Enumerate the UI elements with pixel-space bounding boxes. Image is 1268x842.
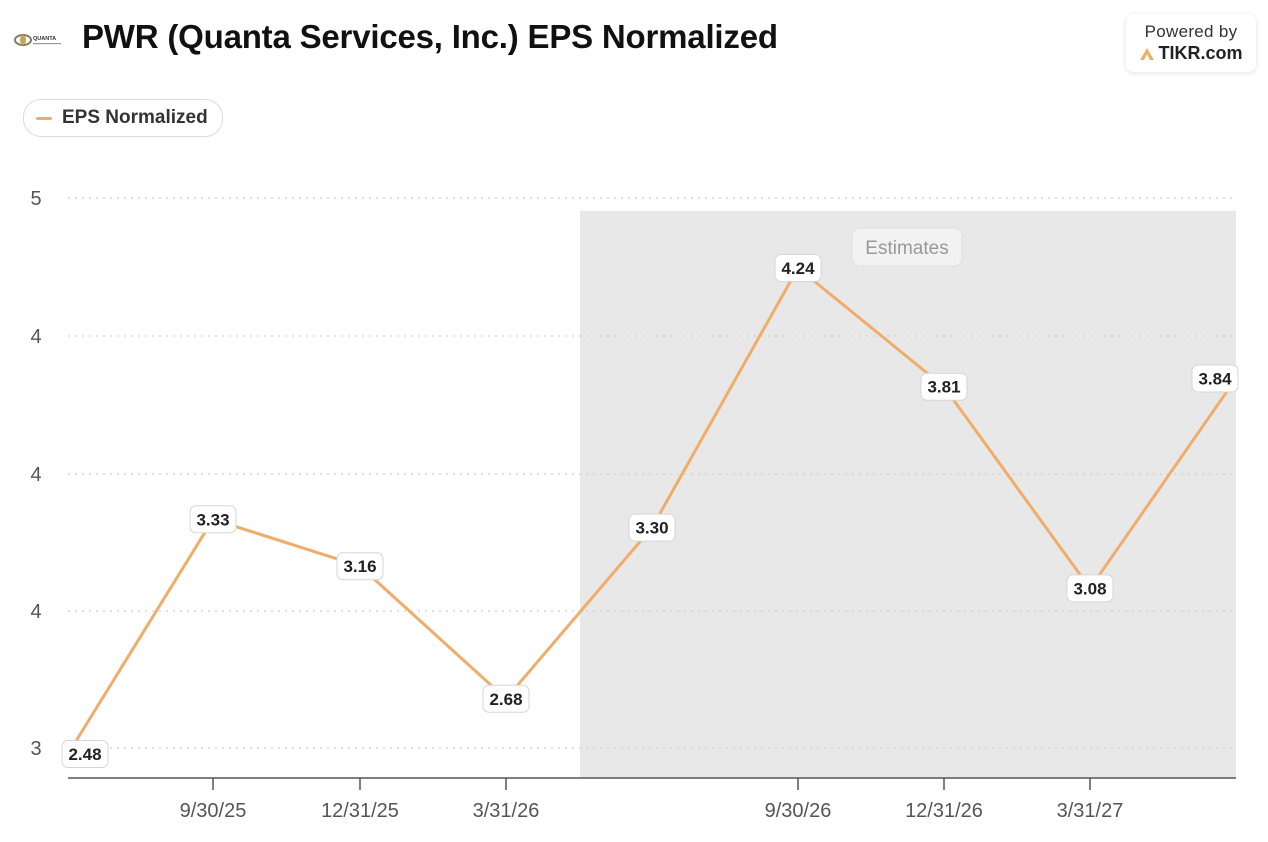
data-label-text: 3.81 bbox=[927, 378, 960, 397]
data-label-box bbox=[482, 684, 530, 713]
data-label-text: 3.30 bbox=[635, 519, 668, 538]
brand-text: TIKR.com bbox=[1158, 43, 1243, 63]
data-label: 2.48 bbox=[61, 740, 109, 768]
data-label: 3.33 bbox=[189, 505, 237, 534]
chart-title: PWR (Quanta Services, Inc.) EPS Normaliz… bbox=[82, 18, 778, 55]
data-label-box bbox=[774, 254, 822, 282]
data-label: 3.84 bbox=[1191, 364, 1239, 393]
data-label-text: 3.33 bbox=[196, 510, 229, 529]
x-tick-label: 3/31/26 bbox=[473, 800, 540, 822]
estimates-badge: Estimates bbox=[851, 227, 963, 267]
legend-swatch bbox=[36, 116, 52, 120]
x-tick-label: 9/30/25 bbox=[180, 800, 247, 822]
data-label: 3.08 bbox=[1066, 574, 1114, 603]
powered-by-badge[interactable]: Powered by TIKR.com bbox=[1126, 14, 1256, 72]
y-tick-label: 4 bbox=[30, 601, 41, 623]
powered-by-text: Powered by bbox=[1144, 22, 1238, 41]
company-logo: QUANTA bbox=[14, 34, 61, 46]
legend-label: EPS Normalized bbox=[62, 107, 208, 128]
data-label-box bbox=[1191, 364, 1239, 393]
estimates-label: Estimates bbox=[865, 238, 948, 259]
data-label: 3.30 bbox=[628, 513, 676, 542]
data-label-box bbox=[189, 505, 237, 534]
data-label: 3.16 bbox=[336, 552, 384, 581]
tikr-logo-icon bbox=[1140, 48, 1155, 60]
data-label: 3.81 bbox=[920, 372, 968, 401]
y-tick-label: 5 bbox=[30, 188, 41, 210]
data-label-text: 2.68 bbox=[489, 690, 522, 709]
x-tick-label: 3/31/27 bbox=[1057, 800, 1124, 822]
legend-item-eps-normalized[interactable]: EPS Normalized bbox=[23, 99, 223, 137]
data-label-text: 2.48 bbox=[68, 745, 101, 764]
data-label-text: 3.08 bbox=[1073, 579, 1106, 598]
x-tick-label: 9/30/26 bbox=[765, 800, 832, 822]
data-label-text: 4.24 bbox=[781, 259, 815, 278]
x-tick-label: 12/31/25 bbox=[321, 800, 399, 822]
data-label: 2.68 bbox=[482, 684, 530, 713]
data-label-box bbox=[1066, 574, 1114, 603]
y-tick-label: 3 bbox=[30, 738, 41, 760]
x-tick-label: 12/31/26 bbox=[905, 800, 983, 822]
y-tick-label: 4 bbox=[30, 326, 41, 348]
logo-text: QUANTA bbox=[33, 36, 56, 42]
data-label: 4.24 bbox=[774, 254, 822, 282]
estimates-band bbox=[580, 211, 1236, 778]
data-label-box bbox=[336, 552, 384, 581]
data-label-box bbox=[61, 740, 109, 768]
data-label-text: 3.16 bbox=[343, 557, 376, 576]
data-label-text: 3.84 bbox=[1198, 369, 1232, 388]
data-label-box bbox=[920, 372, 968, 401]
brand-name: TIKR.com bbox=[1126, 43, 1256, 64]
y-tick-label: 4 bbox=[30, 464, 41, 486]
data-label-box bbox=[628, 513, 676, 542]
